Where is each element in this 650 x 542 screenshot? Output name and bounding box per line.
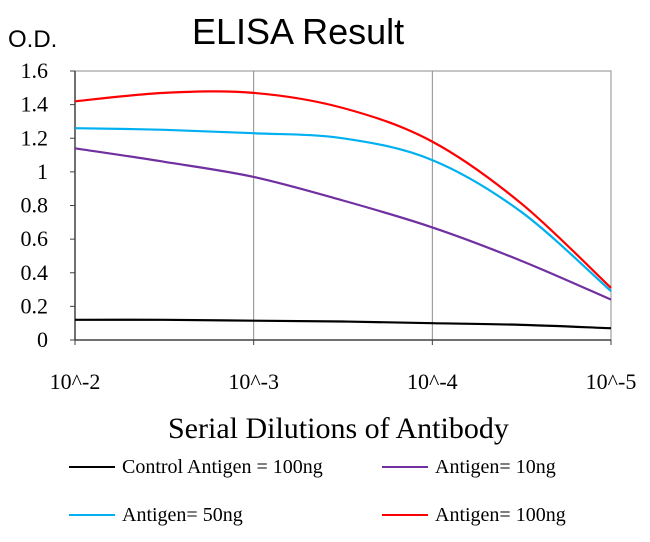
legend-label: Antigen= 100ng (435, 504, 566, 526)
x-tick-label: 10^-4 (407, 369, 458, 394)
y-tick-labels: 0 0.2 0.4 0.6 0.8 1 1.2 1.4 1.6 (21, 58, 75, 352)
legend-label: Antigen= 10ng (435, 456, 556, 478)
y-tick-label: 1.6 (21, 58, 49, 83)
plot-frame (74, 70, 612, 341)
chart-title: ELISA Result (192, 11, 404, 52)
y-tick-label: 1 (37, 159, 48, 184)
x-tick-labels: 10^-2 10^-3 10^-4 10^-5 (50, 340, 637, 394)
y-tick-label: 0.6 (21, 226, 49, 251)
series-line-antigen-50ng (74, 127, 612, 293)
y-axis-title: O.D. (8, 26, 57, 53)
x-tick-label: 10^-3 (228, 369, 279, 394)
y-tick-label: 1.2 (21, 125, 49, 150)
y-tick-label: 0 (37, 327, 48, 352)
x-axis-title: Serial Dilutions of Antibody (168, 412, 509, 445)
series-line-control-antigen-100ng (74, 318, 612, 330)
y-tick-label: 0.8 (21, 193, 49, 218)
x-tick-label: 10^-2 (50, 369, 101, 394)
legend-label: Control Antigen = 100ng (122, 456, 323, 478)
y-tick-label: 0.2 (21, 293, 49, 318)
y-tick-label: 0.4 (21, 260, 49, 285)
legend: Control Antigen = 100ng Antigen= 10ng Anti… (69, 456, 566, 526)
series-lines (74, 90, 612, 330)
x-tick-label: 10^-5 (586, 369, 637, 394)
plot-area (74, 70, 612, 341)
legend-label: Antigen= 50ng (122, 504, 243, 526)
series-line-antigen-100ng (74, 90, 612, 289)
y-tick-label: 1.4 (21, 92, 49, 117)
series-line-antigen-10ng (74, 147, 612, 301)
